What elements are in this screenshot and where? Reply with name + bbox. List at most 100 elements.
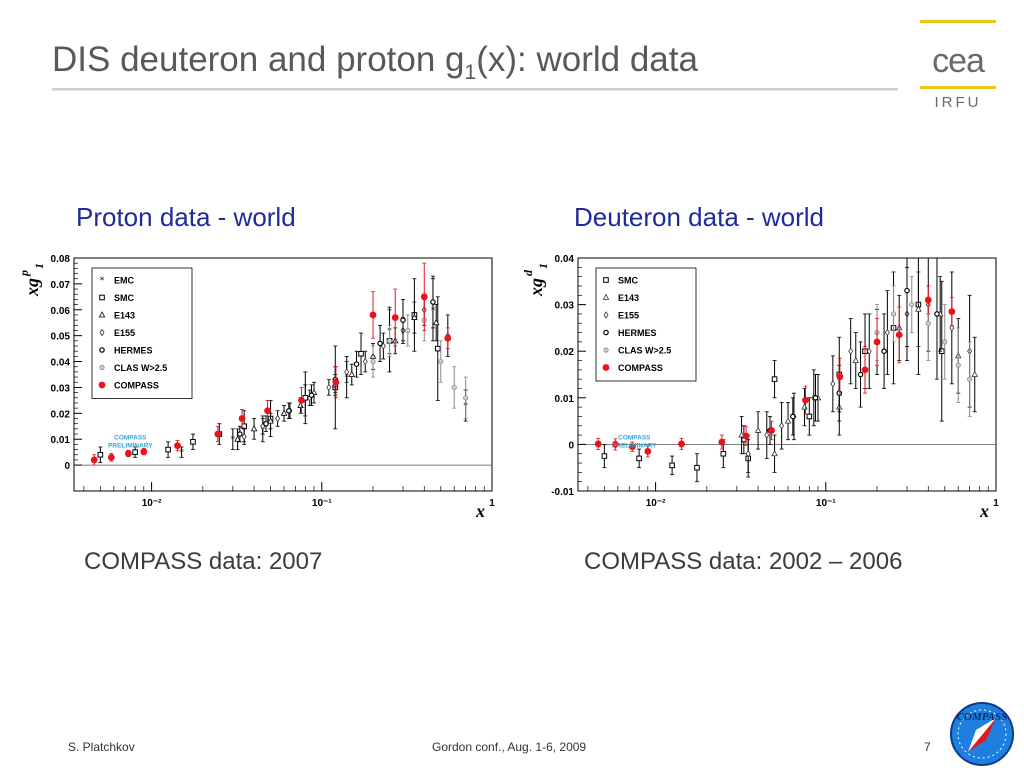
x-tick-label: 1 (489, 498, 495, 509)
data-point (344, 368, 350, 376)
data-point (444, 334, 452, 342)
slide-title: DIS deuteron and proton g1(x): world dat… (52, 40, 698, 85)
data-point (836, 373, 844, 381)
data-point (348, 370, 356, 377)
logo-irfu-text: IRFU (935, 94, 982, 111)
compass-needle-white (968, 718, 996, 752)
data-point (411, 313, 418, 320)
legend-label: EMC (114, 276, 135, 286)
data-point (925, 320, 931, 326)
data-point (298, 396, 305, 404)
data-point (214, 430, 222, 438)
data-point (866, 347, 872, 355)
data-point (628, 443, 636, 451)
data-point (432, 318, 440, 326)
data-point (754, 426, 762, 433)
y-axis-label-superscript: d (521, 269, 535, 276)
data-point (873, 338, 881, 346)
y-tick-label: 0 (568, 440, 574, 451)
legend-marker (603, 347, 609, 353)
data-point (720, 450, 727, 457)
legend-marker (99, 364, 105, 371)
y-tick-label: 0.08 (51, 254, 71, 265)
preliminary-annotation: COMPASS (114, 435, 147, 442)
data-point (644, 447, 652, 455)
data-point (263, 420, 269, 427)
preliminary-annotation: COMPASS (618, 435, 651, 442)
slide-title-rest: (x): world data (476, 40, 698, 79)
deuteron-panel-title: Deuteron data - world (574, 202, 825, 232)
footer-author: S. Platchkov (68, 740, 135, 754)
data-point (264, 407, 271, 415)
data-point (890, 311, 897, 317)
data-point (806, 413, 813, 420)
data-point (848, 347, 854, 355)
legend-marker (98, 311, 106, 318)
data-point (949, 324, 955, 332)
legend-box (91, 267, 193, 399)
data-point (768, 427, 775, 434)
data-point (124, 450, 132, 457)
legend-box (595, 267, 697, 382)
data-point (884, 328, 890, 337)
series-compass (594, 285, 956, 458)
data-point (904, 287, 910, 294)
legend-marker (603, 311, 609, 319)
data-point: * (179, 448, 184, 458)
data-point (90, 456, 98, 464)
data-point (332, 378, 340, 386)
data-point (742, 432, 750, 440)
legend-marker (602, 293, 610, 300)
logo-cea-text: cea (932, 42, 985, 80)
legend-label: SMC (114, 293, 135, 303)
legend-marker (602, 364, 610, 371)
legend-marker (99, 347, 105, 353)
data-point (241, 432, 247, 441)
data-point: * (231, 435, 236, 445)
legend-marker (99, 294, 105, 301)
logo-bottom-bar (920, 86, 996, 89)
data-point (955, 362, 961, 368)
legend-marker (603, 277, 609, 283)
data-point (745, 449, 751, 458)
data-point (971, 370, 978, 377)
data-point (362, 357, 368, 366)
data-point (405, 327, 411, 334)
legend-label: CLAS W>2.5 (618, 346, 671, 356)
data-point (915, 305, 922, 312)
legend-label: E143 (114, 311, 135, 321)
data-point (326, 383, 332, 392)
proton-caption: COMPASS data: 2007 (84, 548, 323, 575)
legend-label: COMPASS (618, 363, 663, 373)
x-tick-label: 1 (993, 498, 999, 509)
data-point (438, 358, 444, 365)
data-point (779, 422, 785, 430)
data-point (924, 296, 932, 304)
data-point (594, 440, 602, 448)
data-point (451, 384, 457, 391)
data-point (280, 409, 288, 416)
data-point (234, 435, 241, 442)
y-axis-label-main: xg (22, 278, 42, 297)
x-tick-label: 10⁻¹ (816, 498, 836, 509)
y-tick-label: 0.01 (51, 435, 71, 446)
data-point (784, 417, 792, 424)
data-point (358, 350, 364, 357)
y-tick-label: 0.01 (555, 394, 575, 405)
y-axis-label-main: xg (526, 278, 546, 297)
slide-title-main: DIS deuteron and proton g (52, 40, 465, 79)
data-point (967, 376, 973, 382)
data-point (881, 348, 887, 355)
data-point (895, 331, 903, 339)
y-tick-label: 0.02 (555, 347, 575, 358)
data-point (636, 455, 642, 462)
x-tick-label: 10⁻¹ (312, 498, 332, 509)
proton-panel-title: Proton data - world (76, 202, 296, 232)
data-point (377, 340, 383, 347)
data-point (771, 376, 778, 382)
preliminary-annotation: PRELIMINARY (612, 443, 657, 450)
y-axis-label: xg d1 (521, 263, 550, 297)
data-point (400, 317, 406, 323)
deuteron-caption: COMPASS data: 2002 – 2006 (584, 548, 903, 575)
x-tick-label: 10⁻² (646, 498, 666, 509)
